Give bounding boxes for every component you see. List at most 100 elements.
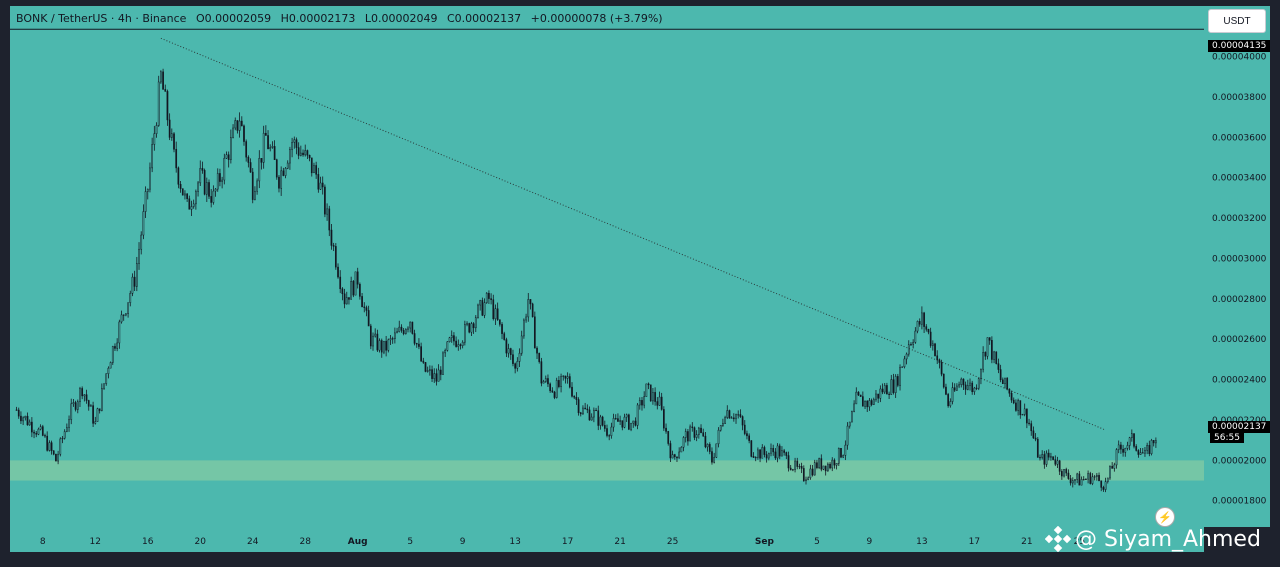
x-tick-label: 25 [667, 537, 678, 547]
watermark-text: @ Siyam_Ahmed [1075, 526, 1261, 552]
y-tick-labels: 0.00004000 0.00003800 0.00003600 0.00003400… [1212, 52, 1267, 506]
candle-body [840, 448, 842, 458]
candle-body [1001, 379, 1004, 385]
candle-body [135, 263, 138, 287]
candle-body [671, 454, 674, 459]
y-tick-label: 0.00002000 [1212, 456, 1267, 466]
candle-body [179, 184, 182, 189]
candle-body [916, 321, 919, 332]
candle-body [1006, 377, 1009, 390]
candle-body [162, 71, 164, 90]
candle-body [297, 147, 300, 156]
candle-body [689, 426, 691, 442]
candle-body [614, 418, 617, 420]
candle-body [1015, 402, 1017, 411]
candle-body [59, 438, 62, 455]
candle-body [582, 407, 584, 415]
candle-body [275, 159, 278, 178]
candle-body [1115, 449, 1118, 466]
y-tick-label: 0.00003200 [1212, 214, 1267, 224]
candle-body [538, 352, 541, 362]
candle-body [995, 351, 998, 364]
x-tick-label: 12 [90, 537, 101, 547]
candle-body [628, 414, 630, 430]
candle-body [361, 296, 363, 308]
candle-body [905, 353, 908, 360]
candle-body [573, 396, 576, 398]
candle-body [109, 362, 112, 369]
candle-body [457, 344, 460, 347]
candle-body [46, 435, 49, 451]
candle-body [529, 299, 532, 305]
candle-body [240, 120, 243, 127]
x-tick-label: 25 [1074, 537, 1085, 547]
candle-body [673, 454, 676, 458]
candle-body [236, 120, 239, 131]
candle-body [343, 293, 346, 305]
candle-body [1030, 423, 1033, 432]
candle-body [868, 400, 871, 408]
candle-body [630, 422, 632, 430]
candle-body [415, 343, 418, 345]
candle-body [890, 379, 893, 395]
lightning-icon[interactable]: ⚡ [1155, 507, 1175, 527]
x-tick-label: 17 [969, 537, 980, 547]
candle-body [321, 182, 324, 188]
candle-body [907, 344, 910, 355]
currency-button[interactable]: USDT [1208, 9, 1266, 33]
binance-logo-icon [1045, 526, 1071, 552]
candle-body [348, 297, 350, 300]
candle-body [37, 428, 40, 435]
candle-body [833, 459, 836, 466]
support-zone [10, 460, 1204, 481]
candle-body [1113, 464, 1116, 469]
candle-body [896, 376, 899, 386]
candle-body [356, 271, 359, 285]
candle-body [851, 411, 853, 423]
candle-body [824, 465, 827, 472]
plot-area[interactable] [10, 6, 1204, 527]
candle-body [750, 440, 753, 457]
candle-body [676, 456, 678, 459]
candle-body [177, 167, 180, 185]
candle-body [822, 465, 825, 470]
candle-body [1071, 480, 1074, 484]
candle-body [293, 139, 296, 143]
candle-body [20, 415, 22, 422]
candle-body [1144, 449, 1146, 454]
candle-body [105, 373, 108, 384]
candle-body [872, 399, 875, 405]
candle-body [1080, 479, 1083, 486]
time-axis[interactable] [10, 527, 1204, 552]
candle-body [811, 468, 814, 476]
candle-body [783, 450, 785, 453]
candle-body [837, 448, 840, 464]
candle-body [813, 462, 816, 476]
candle-body [962, 378, 965, 386]
candle-body [192, 203, 195, 207]
candle-body [564, 375, 567, 379]
candle-body [429, 369, 431, 371]
symbol-label[interactable]: BONK / TetherUS · 4h · Binance [16, 12, 187, 25]
candle-body [879, 388, 882, 399]
candle-body [982, 352, 984, 370]
y-tick-label: 0.00002600 [1212, 335, 1267, 345]
candle-body [83, 394, 86, 397]
candle-body [273, 146, 276, 160]
candle-body [603, 425, 606, 429]
candle-body [435, 373, 438, 382]
candle-body [774, 451, 777, 459]
candle-body [748, 435, 750, 441]
candle-body [792, 469, 794, 471]
y-tick-label: 0.00001800 [1212, 497, 1267, 507]
price-axis[interactable] [1204, 6, 1270, 527]
candle-body [140, 234, 143, 250]
candle-body [453, 335, 455, 342]
candle-body [354, 271, 357, 296]
candle-body [667, 431, 670, 444]
candle-body [999, 369, 1002, 381]
x-tick-label: 28 [299, 537, 311, 547]
candle-body [964, 384, 967, 390]
candle-body [643, 396, 646, 406]
